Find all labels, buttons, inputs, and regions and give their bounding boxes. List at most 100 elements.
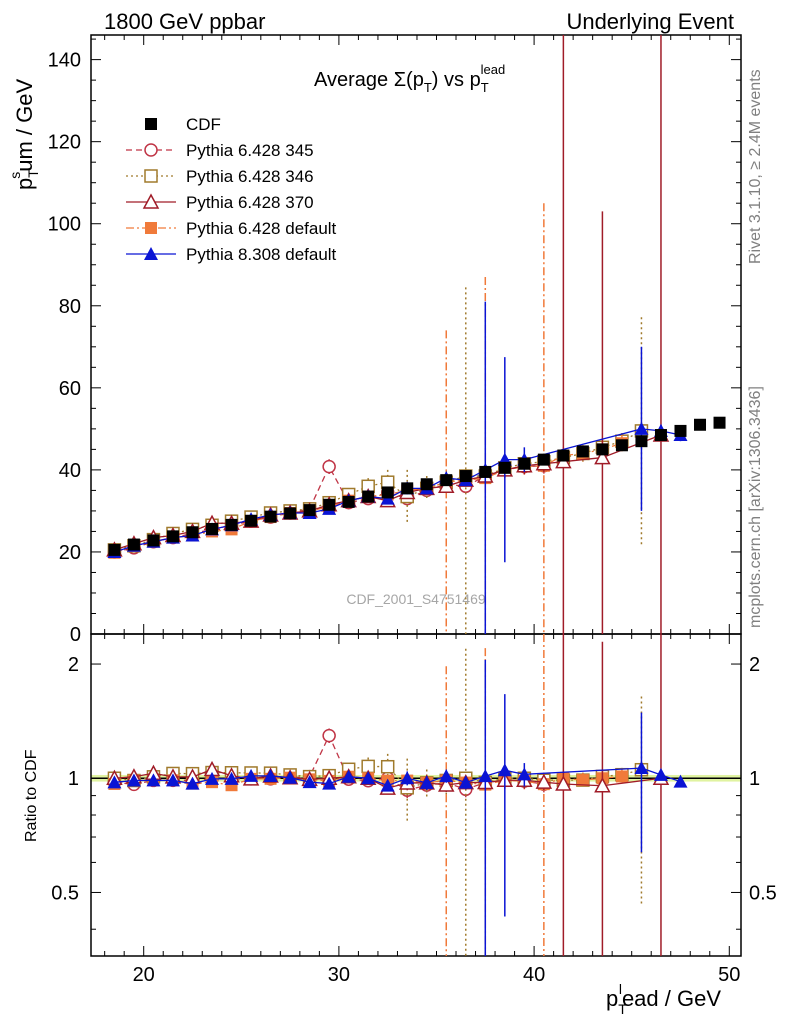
y-tick-label: 20 (59, 542, 81, 564)
data-point (674, 424, 687, 437)
legend-marker (145, 118, 157, 130)
ratio-series-line (114, 765, 642, 789)
ratio-point (439, 769, 454, 783)
ratio-point (263, 768, 278, 782)
ratio-series-3 (106, 634, 670, 956)
data-point (342, 495, 355, 508)
data-point (380, 475, 395, 489)
ratio-point (165, 773, 180, 787)
data-point (303, 504, 316, 517)
ratio-band (91, 774, 741, 782)
ratio-tick-label: 2 (68, 654, 79, 676)
data-point (264, 510, 277, 523)
x-tick-label: 40 (523, 964, 545, 986)
data-point (108, 543, 121, 556)
ratio-point (322, 728, 336, 743)
mcplots-label: mcplots.cern.ch [arXiv:1306.3436] (747, 386, 764, 628)
data-point (322, 459, 336, 474)
data-point (634, 421, 649, 435)
x-tick-label: 20 (133, 964, 155, 986)
x-tick-label: 50 (718, 964, 740, 986)
chart-title: Average Σ(pT) vs pTlead (314, 62, 505, 95)
ratio-tick-label-right: 1 (749, 768, 760, 790)
x-axis-label: pTlead / GeV (606, 981, 721, 1017)
data-point (166, 530, 179, 543)
series-5 (107, 301, 688, 634)
y-tick-label: 120 (48, 132, 81, 154)
ratio-point (594, 777, 611, 793)
legend-marker (144, 143, 158, 157)
ratio-series-2 (107, 648, 649, 956)
legend-label: Pythia 6.428 370 (186, 193, 314, 212)
ratio-point (478, 769, 493, 783)
ratio-tick-label: 0.5 (51, 882, 79, 904)
ratio-y-axis-label: Ratio to CDF (23, 749, 40, 842)
ratio-series-layer (106, 634, 688, 956)
title-mid: ) vs p (432, 69, 481, 91)
title-main: Average Σ(p (314, 69, 424, 91)
ratio-point (535, 773, 553, 789)
data-point (245, 514, 258, 527)
title-sub2: T (481, 80, 489, 95)
ratio-point (673, 774, 688, 788)
ratio-point (634, 761, 649, 775)
ratio-point (458, 775, 473, 789)
legend-marker (142, 193, 160, 209)
ratio-point (146, 773, 161, 787)
ratio-point (400, 771, 415, 785)
data-point (576, 445, 589, 458)
ratio-point (224, 771, 239, 785)
analysis-watermark: CDF_2001_S4751469 (346, 591, 486, 607)
data-point (654, 429, 667, 442)
rivet-label: Rivet 3.1.10, ≥ 2.4M events (747, 69, 764, 264)
ratio-tick-label: 1 (68, 768, 79, 790)
ratio-series-5 (107, 659, 688, 956)
series-4 (108, 203, 628, 634)
data-point (323, 498, 336, 511)
data-point (225, 518, 238, 531)
ratio-point (283, 770, 298, 784)
ratio-point (576, 774, 589, 787)
data-point (127, 538, 140, 551)
y-tick-label: 0 (70, 624, 81, 646)
data-point (186, 526, 199, 539)
ratio-point (107, 775, 122, 789)
data-point (615, 439, 628, 452)
main-series-layer (106, 35, 726, 634)
data-point (518, 457, 531, 470)
data-point (713, 416, 726, 429)
ratio-point (653, 767, 668, 781)
axis-ticks: 20 30 40 50 0 20 40 60 80 100 120 140 0.5 0.5 1 1 2 2 (48, 35, 777, 986)
ratio-point (497, 763, 512, 777)
ratio-point (517, 767, 532, 781)
legend: CDF Pythia 6.428 345 Pythia 6.428 346 Pythi… (126, 115, 337, 264)
ratio-point (380, 778, 395, 792)
ratio-point (244, 768, 259, 782)
data-point (401, 482, 414, 495)
ratio-point (205, 771, 220, 785)
legend-marker (144, 247, 158, 260)
ratio-point (322, 776, 337, 790)
data-point (206, 522, 219, 535)
data-point (537, 453, 550, 466)
ratio-point (302, 775, 317, 789)
ratio-tick-label-right: 0.5 (749, 882, 777, 904)
ratio-frame-box (90, 633, 742, 957)
data-point (284, 507, 297, 520)
y-tick-label: 140 (48, 50, 81, 72)
data-point (381, 486, 394, 499)
y-tick-label: 100 (48, 214, 81, 236)
data-point (498, 461, 511, 474)
legend-label: Pythia 6.428 345 (186, 141, 314, 160)
ratio-series-4 (108, 634, 628, 956)
legend-marker (145, 222, 157, 234)
x-tick-label: 30 (328, 964, 350, 986)
legend-label: Pythia 8.308 default (186, 245, 337, 264)
data-point (440, 474, 453, 487)
ratio-point (361, 771, 376, 785)
ratio-tick-label-right: 2 (749, 654, 760, 676)
ratio-point (555, 775, 572, 791)
ratio-plot-frame (90, 633, 742, 957)
ratio-point (419, 775, 434, 789)
